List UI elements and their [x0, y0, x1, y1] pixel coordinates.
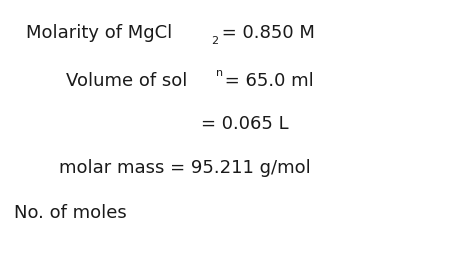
Text: = 65.0 ml: = 65.0 ml — [219, 72, 314, 90]
Text: 2: 2 — [211, 36, 218, 46]
Text: Molarity of MgCl: Molarity of MgCl — [26, 24, 173, 42]
Text: No. of moles: No. of moles — [14, 204, 127, 222]
Text: n: n — [216, 68, 223, 78]
Text: = 0.065 L: = 0.065 L — [201, 115, 289, 133]
Text: = 0.850 M: = 0.850 M — [216, 24, 315, 42]
Text: Volume of sol: Volume of sol — [66, 72, 188, 90]
Text: molar mass = 95.211 g/mol: molar mass = 95.211 g/mol — [59, 159, 311, 177]
